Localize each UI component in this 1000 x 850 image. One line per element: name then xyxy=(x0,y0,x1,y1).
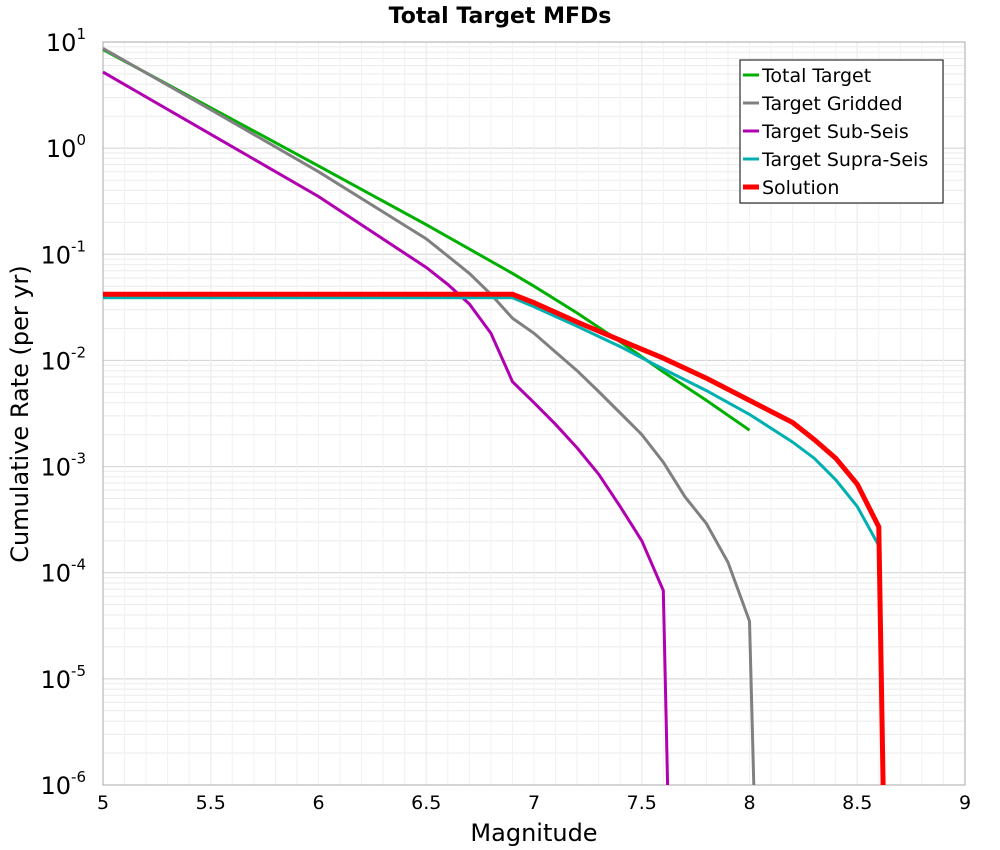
series-line-target-gridded xyxy=(102,47,756,786)
legend-label-total-target: Total Target xyxy=(761,65,871,87)
y-tick-label: 10-1 xyxy=(40,237,86,269)
x-tick-label: 5.5 xyxy=(196,792,226,814)
y-tick-label: 10-3 xyxy=(40,450,86,482)
x-tick-label: 5 xyxy=(97,792,109,814)
x-tick-label: 7.5 xyxy=(627,792,657,814)
x-tick-labels: 5 5.5 6 6.5 7 7.5 8 8.5 9 xyxy=(97,792,971,814)
legend-label-target-sub-seis: Target Sub-Seis xyxy=(761,121,909,143)
y-tick-label: 10-5 xyxy=(40,662,86,694)
legend-box xyxy=(739,59,944,204)
x-tick-label: 9 xyxy=(959,792,971,814)
y-tick-label: 101 xyxy=(46,25,86,57)
series-layer xyxy=(102,47,886,786)
legend: Total Target Target Gridded Target Sub-Sei… xyxy=(739,59,944,204)
series-line-target-sub-seis xyxy=(102,70,670,786)
y-tick-label: 10-2 xyxy=(40,343,86,375)
series-line-solution xyxy=(103,291,886,786)
series-line-target-supra-seis xyxy=(103,296,881,547)
y-tick-label: 100 xyxy=(46,131,86,163)
legend-label-target-supra-seis: Target Supra-Seis xyxy=(761,149,928,171)
x-axis-label: Magnitude xyxy=(470,819,597,847)
x-tick-label: 7 xyxy=(528,792,540,814)
x-tick-label: 6.5 xyxy=(411,792,441,814)
plot-frame xyxy=(102,41,966,786)
x-tick-label: 8 xyxy=(743,792,755,814)
y-tick-label: 10-4 xyxy=(40,556,86,588)
chart-title: Total Target MFDs xyxy=(389,4,612,29)
y-tick-labels: 101 100 10-1 10-2 10-3 10-4 10-5 10-6 xyxy=(40,25,86,800)
x-tick-label: 8.5 xyxy=(842,792,872,814)
legend-label-target-gridded: Target Gridded xyxy=(761,93,903,115)
series-line-total-target xyxy=(102,48,751,432)
y-axis-label: Cumulative Rate (per yr) xyxy=(6,265,34,563)
y-tick-label: 10-6 xyxy=(40,768,86,800)
x-tick-label: 6 xyxy=(312,792,324,814)
legend-label-solution: Solution xyxy=(762,177,839,199)
